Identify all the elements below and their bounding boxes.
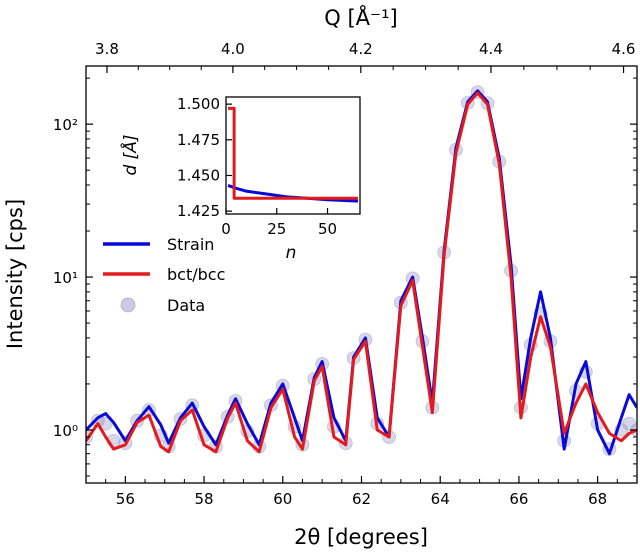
top-tick-label: 3.8	[95, 40, 119, 58]
inset-frame	[225, 96, 361, 215]
legend-label-data: Data	[167, 296, 205, 315]
y-tick-label: 10⁰	[53, 422, 78, 440]
x-tick-label: 66	[509, 490, 528, 508]
inset-ticks-layer: 0 25 50 1.425 1.450 1.475 1.500	[177, 95, 337, 238]
top-tick-label: 4.0	[221, 40, 245, 58]
legend: Strain bct/bcc Data	[103, 235, 225, 315]
x-tick-label: 56	[116, 490, 135, 508]
main-ticks-layer: 56 58 60 62 64 66 68 3.8 4.0 4.2 4.4 4.6 10⁰ 10¹ 10²	[53, 40, 638, 508]
top-axis-title: Q [Å⁻¹]	[324, 4, 397, 30]
top-tick-label: 4.4	[479, 40, 503, 58]
data-point-data	[622, 416, 637, 431]
y-tick-label: 10¹	[53, 269, 78, 287]
inset-x-tick-label: 50	[318, 220, 337, 238]
legend-label-strain: Strain	[167, 235, 214, 254]
y-axis-title: Intensity [cps]	[3, 199, 27, 349]
inset-series-layer	[227, 106, 359, 203]
x-tick-label: 62	[352, 490, 371, 508]
inset-line-bct-bcc	[228, 106, 358, 200]
x-axis-title: 2θ [degrees]	[294, 525, 428, 549]
x-tick-label: 64	[431, 490, 450, 508]
inset-y-tick-label: 1.475	[177, 131, 220, 149]
inset-y-tick-label: 1.425	[177, 202, 220, 220]
inset-x-tick-label: 25	[267, 220, 286, 238]
top-tick-label: 4.2	[349, 40, 373, 58]
inset-background	[226, 97, 360, 214]
inset-x-axis-title: n	[286, 243, 297, 263]
main-series-layer	[86, 85, 637, 456]
inset-y-tick-label: 1.500	[177, 95, 220, 113]
x-tick-label: 58	[195, 490, 214, 508]
legend-label-bct-bcc: bct/bcc	[167, 265, 225, 284]
x-tick-label: 60	[273, 490, 292, 508]
inset-y-axis-title: d [Å]	[119, 134, 141, 175]
inset-y-tick-label: 1.450	[177, 166, 220, 184]
series-line-bct-bcc	[86, 91, 637, 454]
inset-x-tick-label: 0	[221, 220, 231, 238]
series-line-strain	[86, 89, 637, 456]
top-tick-label: 4.6	[612, 40, 636, 58]
y-tick-label: 10²	[53, 116, 78, 134]
x-tick-label: 68	[588, 490, 607, 508]
legend-swatch-data	[120, 297, 136, 313]
